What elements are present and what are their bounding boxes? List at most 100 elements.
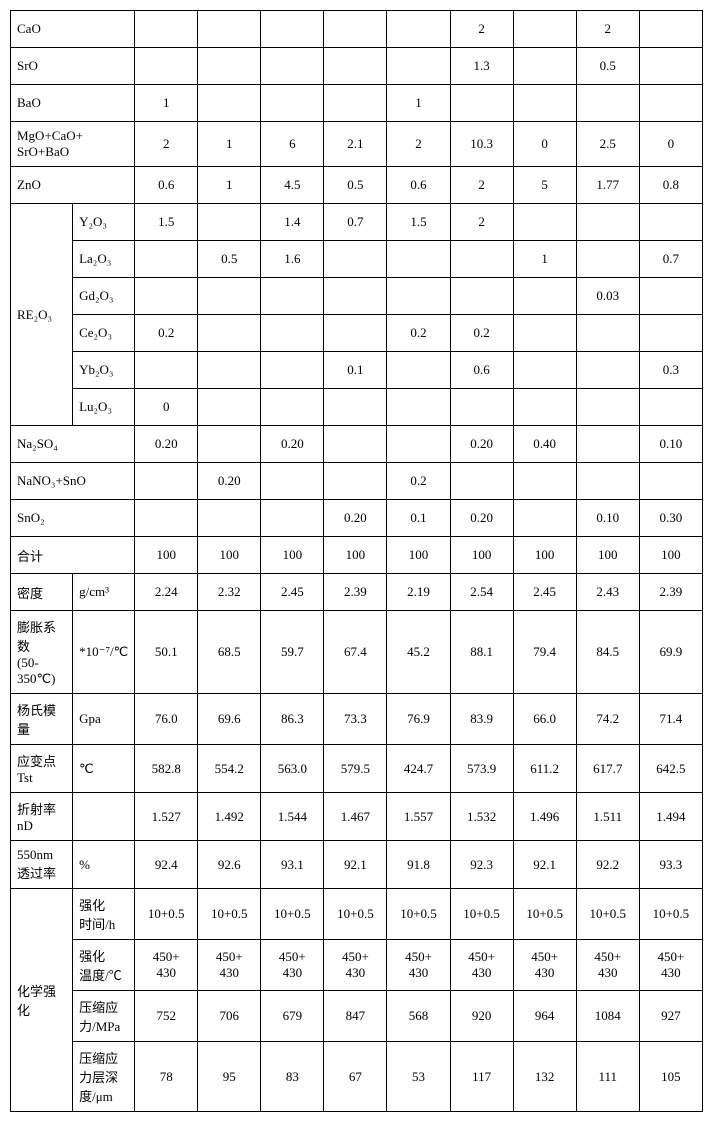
cell bbox=[450, 463, 513, 500]
label-zno: ZnO bbox=[11, 167, 135, 204]
unit-trans: % bbox=[73, 841, 135, 889]
cell: 0.20 bbox=[450, 426, 513, 463]
cell: 1 bbox=[198, 167, 261, 204]
cell: 92.2 bbox=[576, 841, 639, 889]
cell: 579.5 bbox=[324, 745, 387, 793]
cell: 0.2 bbox=[135, 315, 198, 352]
row-y2o3: RE₂O₃ Y₂O₃ 1.5 1.4 0.7 1.5 2 bbox=[11, 204, 703, 241]
row-sno2: SnO₂ 0.20 0.1 0.20 0.10 0.30 bbox=[11, 500, 703, 537]
cell: 100 bbox=[576, 537, 639, 574]
label-sumox: MgO+CaO+ SrO+BaO bbox=[11, 122, 135, 167]
cell bbox=[135, 500, 198, 537]
cell: 450+ 430 bbox=[387, 940, 450, 991]
cell: 92.1 bbox=[324, 841, 387, 889]
cell: 563.0 bbox=[261, 745, 324, 793]
cell: 2.45 bbox=[513, 574, 576, 611]
cell: 0.30 bbox=[639, 500, 702, 537]
cell bbox=[135, 11, 198, 48]
cell bbox=[324, 315, 387, 352]
cell: 1.492 bbox=[198, 793, 261, 841]
label-sro: SrO bbox=[11, 48, 135, 85]
cell bbox=[387, 352, 450, 389]
label-lu2o3: Lu₂O₃ bbox=[73, 389, 135, 426]
cell: 84.5 bbox=[576, 611, 639, 694]
cell: 79.4 bbox=[513, 611, 576, 694]
composition-table: CaO 2 2 SrO 1.3 0.5 BaO 1 1 MgO+CaO+ S bbox=[10, 10, 703, 1112]
cell bbox=[639, 315, 702, 352]
cell bbox=[576, 315, 639, 352]
cell: 1.6 bbox=[261, 241, 324, 278]
cell bbox=[450, 241, 513, 278]
cell: 100 bbox=[387, 537, 450, 574]
cell: 0.2 bbox=[450, 315, 513, 352]
cell: 10+0.5 bbox=[450, 889, 513, 940]
cell: 847 bbox=[324, 991, 387, 1042]
cell bbox=[261, 48, 324, 85]
cell: 100 bbox=[198, 537, 261, 574]
cell: 573.9 bbox=[450, 745, 513, 793]
cell: 0.7 bbox=[324, 204, 387, 241]
label-trans: 550nm 透过率 bbox=[11, 841, 73, 889]
cell: 50.1 bbox=[135, 611, 198, 694]
cell: 111 bbox=[576, 1042, 639, 1112]
label-bao: BaO bbox=[11, 85, 135, 122]
cell: 2 bbox=[576, 11, 639, 48]
cell bbox=[135, 241, 198, 278]
cell: 2.1 bbox=[324, 122, 387, 167]
cell: 2.19 bbox=[387, 574, 450, 611]
cell: 0.10 bbox=[639, 426, 702, 463]
cell: 611.2 bbox=[513, 745, 576, 793]
cell: 0 bbox=[639, 122, 702, 167]
cell bbox=[513, 11, 576, 48]
cell bbox=[576, 463, 639, 500]
cell: 450+ 430 bbox=[639, 940, 702, 991]
cell bbox=[513, 352, 576, 389]
cell: 1.494 bbox=[639, 793, 702, 841]
cell: 67.4 bbox=[324, 611, 387, 694]
cell: 0.3 bbox=[639, 352, 702, 389]
cell: 86.3 bbox=[261, 694, 324, 745]
cell: 0.2 bbox=[387, 463, 450, 500]
cell bbox=[198, 204, 261, 241]
cell bbox=[513, 48, 576, 85]
cell bbox=[135, 352, 198, 389]
cell bbox=[639, 389, 702, 426]
cell: 2.39 bbox=[639, 574, 702, 611]
cell: 1.3 bbox=[450, 48, 513, 85]
cell: 10+0.5 bbox=[387, 889, 450, 940]
cell: 0.1 bbox=[324, 352, 387, 389]
cell: 1.527 bbox=[135, 793, 198, 841]
cell bbox=[576, 204, 639, 241]
cell: 10+0.5 bbox=[324, 889, 387, 940]
cell: 91.8 bbox=[387, 841, 450, 889]
cell bbox=[513, 204, 576, 241]
cell: 450+ 430 bbox=[261, 940, 324, 991]
cell: 95 bbox=[198, 1042, 261, 1112]
cell: 100 bbox=[513, 537, 576, 574]
cell bbox=[513, 315, 576, 352]
cell: 1.5 bbox=[135, 204, 198, 241]
label-chemstress: 压缩应 力/MPa bbox=[73, 991, 135, 1042]
cell bbox=[513, 463, 576, 500]
cell bbox=[387, 389, 450, 426]
cell bbox=[198, 85, 261, 122]
cell: 2.43 bbox=[576, 574, 639, 611]
label-youngs: 杨氏模量 bbox=[11, 694, 73, 745]
cell: 92.4 bbox=[135, 841, 198, 889]
row-chemdepth: 压缩应 力层深 度/μm 78 95 83 67 53 117 132 111 … bbox=[11, 1042, 703, 1112]
cell: 450+ 430 bbox=[198, 940, 261, 991]
cell bbox=[261, 11, 324, 48]
cell: 2.24 bbox=[135, 574, 198, 611]
cell: 10+0.5 bbox=[135, 889, 198, 940]
label-gd2o3: Gd₂O₃ bbox=[73, 278, 135, 315]
cell bbox=[198, 48, 261, 85]
cell: 752 bbox=[135, 991, 198, 1042]
cell bbox=[198, 352, 261, 389]
cell bbox=[135, 463, 198, 500]
cell: 920 bbox=[450, 991, 513, 1042]
cell: 100 bbox=[324, 537, 387, 574]
cell: 92.3 bbox=[450, 841, 513, 889]
cell: 68.5 bbox=[198, 611, 261, 694]
cell: 568 bbox=[387, 991, 450, 1042]
label-re2o3: RE₂O₃ bbox=[11, 204, 73, 426]
